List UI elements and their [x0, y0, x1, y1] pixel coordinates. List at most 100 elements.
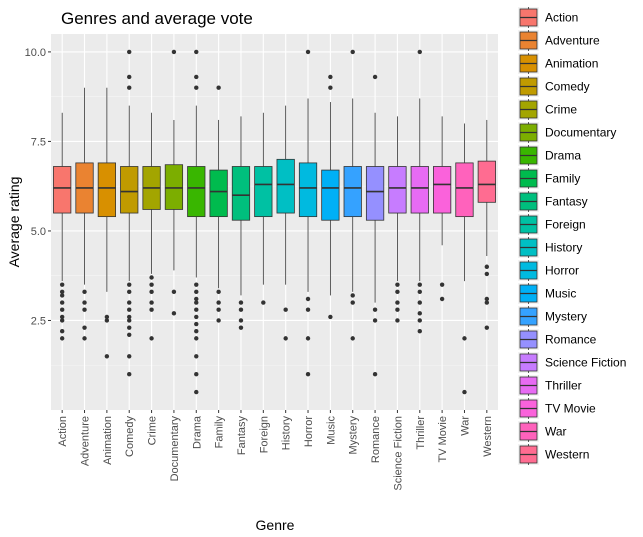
box-foreign: [254, 112, 273, 305]
outlier-point: [194, 336, 199, 341]
outlier-point: [127, 85, 132, 90]
outlier-point: [328, 85, 333, 90]
outlier-point: [395, 318, 400, 323]
outlier-point: [350, 336, 355, 341]
outlier-point: [59, 300, 65, 305]
legend-label: War: [545, 425, 567, 439]
box-action: [53, 112, 72, 341]
outlier-point: [216, 300, 221, 305]
x-tick-label: Music: [325, 416, 337, 445]
legend-label: Action: [545, 11, 578, 25]
box-music: [321, 74, 340, 320]
x-tick-label: Foreign: [258, 416, 270, 453]
legend-label: Horror: [545, 264, 579, 278]
legend-label: Comedy: [545, 80, 590, 94]
x-tick-label: TV Movie: [437, 416, 449, 462]
outlier-point: [104, 318, 110, 323]
x-tick-label: Crime: [147, 416, 159, 445]
outlier-point: [238, 300, 244, 305]
outlier-point: [350, 300, 355, 305]
outlier-point: [372, 371, 378, 377]
legend-label: History: [545, 241, 582, 255]
outlier-point: [104, 354, 110, 359]
outlier-point: [149, 289, 154, 295]
outlier-point: [194, 329, 199, 334]
outlier-point: [462, 336, 467, 341]
legend-item: Action: [518, 7, 578, 28]
x-tick-label: Romance: [370, 416, 382, 463]
legend-item: Fantasy: [518, 191, 588, 212]
outlier-point: [194, 282, 199, 287]
box-iqr: [365, 166, 385, 221]
legend-label: Adventure: [545, 34, 600, 48]
box-adventure: [75, 87, 94, 341]
box-western: [477, 119, 496, 330]
outlier-point: [127, 354, 132, 359]
outlier-point: [59, 318, 65, 323]
legend-label: Romance: [545, 333, 597, 347]
outlier-point: [82, 336, 87, 341]
outlier-point: [82, 289, 87, 295]
outlier-point: [417, 49, 422, 55]
legend-label: Fantasy: [545, 195, 588, 209]
x-tick-label: Western: [482, 416, 494, 457]
box-drama: [187, 49, 206, 395]
x-tick-label: Family: [214, 416, 226, 449]
outlier-point: [417, 318, 422, 323]
outlier-point: [194, 371, 199, 377]
outlier-point: [395, 307, 400, 312]
outlier-point: [417, 289, 422, 295]
box-iqr: [455, 162, 474, 218]
legend-label: Crime: [545, 103, 577, 117]
x-tick-label: Science Fiction: [392, 416, 404, 491]
box-iqr: [53, 166, 72, 214]
outlier-point: [238, 307, 244, 312]
outlier-point: [171, 289, 177, 295]
outlier-point: [59, 293, 65, 298]
x-tick-label: History: [281, 416, 293, 451]
x-axis: Action Adventure Animation Comedy Crime Docum…: [57, 410, 494, 491]
y-axis-title: Average rating: [6, 177, 22, 268]
box-science-fiction: [388, 116, 407, 323]
legend-item: War: [518, 421, 567, 442]
outlier-point: [350, 49, 355, 55]
box-iqr: [477, 160, 496, 203]
y-tick-label: 10.0: [25, 47, 46, 59]
x-axis-title: Genre: [256, 517, 295, 533]
outlier-point: [395, 282, 400, 287]
outlier-point: [127, 307, 132, 312]
outlier-point: [372, 318, 378, 323]
outlier-point: [283, 307, 288, 312]
outlier-point: [194, 389, 199, 395]
outlier-point: [484, 264, 490, 269]
box-comedy: [120, 49, 139, 377]
legend-item: History: [518, 237, 582, 258]
box-iqr: [209, 169, 228, 218]
legend-item: Documentary: [518, 122, 616, 143]
x-tick-label: War: [459, 416, 471, 436]
outlier-point: [127, 289, 132, 295]
outlier-point: [82, 300, 87, 305]
x-tick-label: Animation: [102, 416, 114, 465]
legend-item: Drama: [518, 145, 581, 166]
outlier-point: [417, 282, 422, 287]
outlier-point: [328, 314, 333, 320]
outlier-point: [82, 307, 87, 312]
legend-item: Music: [518, 283, 576, 304]
outlier-point: [149, 275, 154, 280]
x-tick-label: Fantasy: [236, 416, 248, 456]
outlier-point: [439, 282, 445, 287]
outlier-point: [417, 329, 422, 334]
legend-label: Foreign: [545, 218, 586, 232]
outlier-point: [59, 282, 65, 287]
box-war: [455, 123, 474, 395]
outlier-point: [127, 371, 132, 377]
box-iqr: [120, 166, 139, 214]
box-documentary: [164, 49, 184, 316]
outlier-point: [305, 371, 311, 377]
y-tick-label: 2.5: [31, 315, 46, 327]
outlier-point: [484, 300, 490, 305]
legend: Action Adventure Animation Comedy Crime Docum…: [518, 7, 626, 465]
legend-label: Animation: [545, 57, 598, 71]
